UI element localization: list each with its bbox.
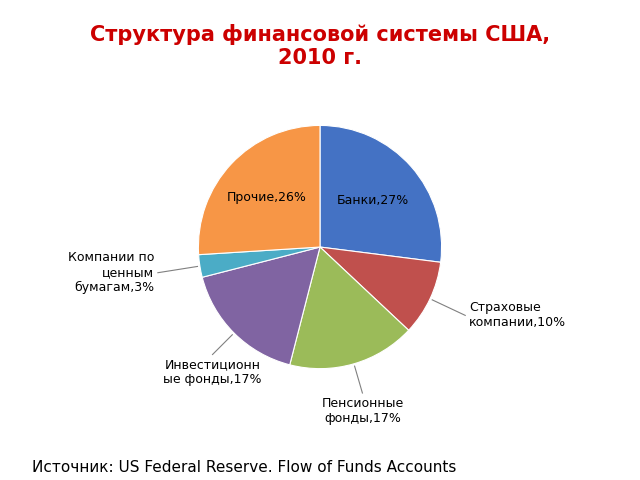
Wedge shape: [198, 247, 320, 277]
Text: Прочие,26%: Прочие,26%: [227, 191, 307, 204]
Text: Источник: US Federal Reserve. Flow of Funds Accounts: Источник: US Federal Reserve. Flow of Fu…: [32, 460, 456, 475]
Wedge shape: [290, 247, 409, 369]
Text: Инвестиционн
ые фонды,17%: Инвестиционн ые фонды,17%: [163, 358, 262, 386]
Text: Компании по
ценным
бумагам,3%: Компании по ценным бумагам,3%: [68, 251, 154, 294]
Wedge shape: [202, 247, 320, 365]
Text: Пенсионные
фонды,17%: Пенсионные фонды,17%: [321, 396, 404, 425]
Text: Структура финансовой системы США,
2010 г.: Структура финансовой системы США, 2010 г…: [90, 24, 550, 68]
Wedge shape: [198, 125, 320, 255]
Wedge shape: [320, 125, 442, 262]
Text: Страховые
компании,10%: Страховые компании,10%: [469, 301, 566, 329]
Text: Банки,27%: Банки,27%: [337, 194, 409, 207]
Wedge shape: [320, 247, 441, 330]
